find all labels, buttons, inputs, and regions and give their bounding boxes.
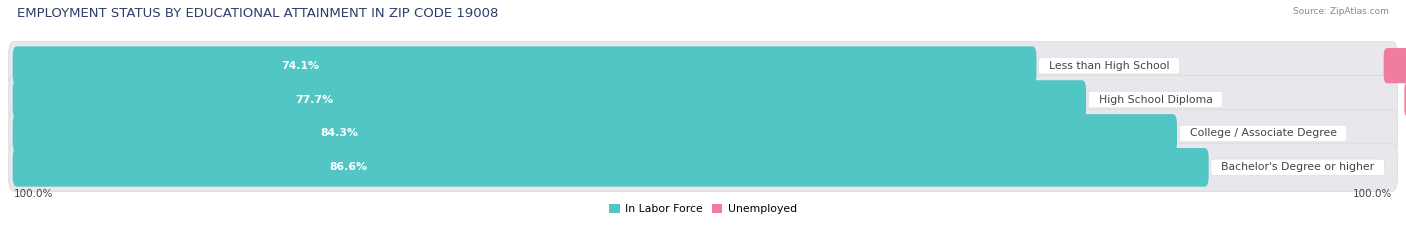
FancyBboxPatch shape [13, 114, 1177, 153]
Text: High School Diploma: High School Diploma [1091, 95, 1219, 105]
Text: 77.7%: 77.7% [295, 95, 333, 105]
Text: 86.6%: 86.6% [329, 162, 367, 172]
FancyBboxPatch shape [13, 46, 1036, 85]
FancyBboxPatch shape [8, 143, 1398, 191]
Text: Less than High School: Less than High School [1042, 61, 1177, 71]
Text: 84.3%: 84.3% [321, 128, 359, 138]
FancyBboxPatch shape [1384, 48, 1406, 83]
FancyBboxPatch shape [8, 109, 1398, 158]
Text: 74.1%: 74.1% [281, 61, 319, 71]
Text: College / Associate Degree: College / Associate Degree [1182, 128, 1344, 138]
Text: Bachelor's Degree or higher: Bachelor's Degree or higher [1215, 162, 1381, 172]
Text: 100.0%: 100.0% [14, 189, 53, 199]
FancyBboxPatch shape [13, 80, 1085, 119]
FancyBboxPatch shape [8, 75, 1398, 124]
FancyBboxPatch shape [13, 148, 1209, 187]
Text: Source: ZipAtlas.com: Source: ZipAtlas.com [1294, 7, 1389, 16]
FancyBboxPatch shape [8, 42, 1398, 90]
FancyBboxPatch shape [1405, 82, 1406, 117]
Legend: In Labor Force, Unemployed: In Labor Force, Unemployed [605, 199, 801, 219]
Text: EMPLOYMENT STATUS BY EDUCATIONAL ATTAINMENT IN ZIP CODE 19008: EMPLOYMENT STATUS BY EDUCATIONAL ATTAINM… [17, 7, 498, 20]
Text: 100.0%: 100.0% [1353, 189, 1392, 199]
